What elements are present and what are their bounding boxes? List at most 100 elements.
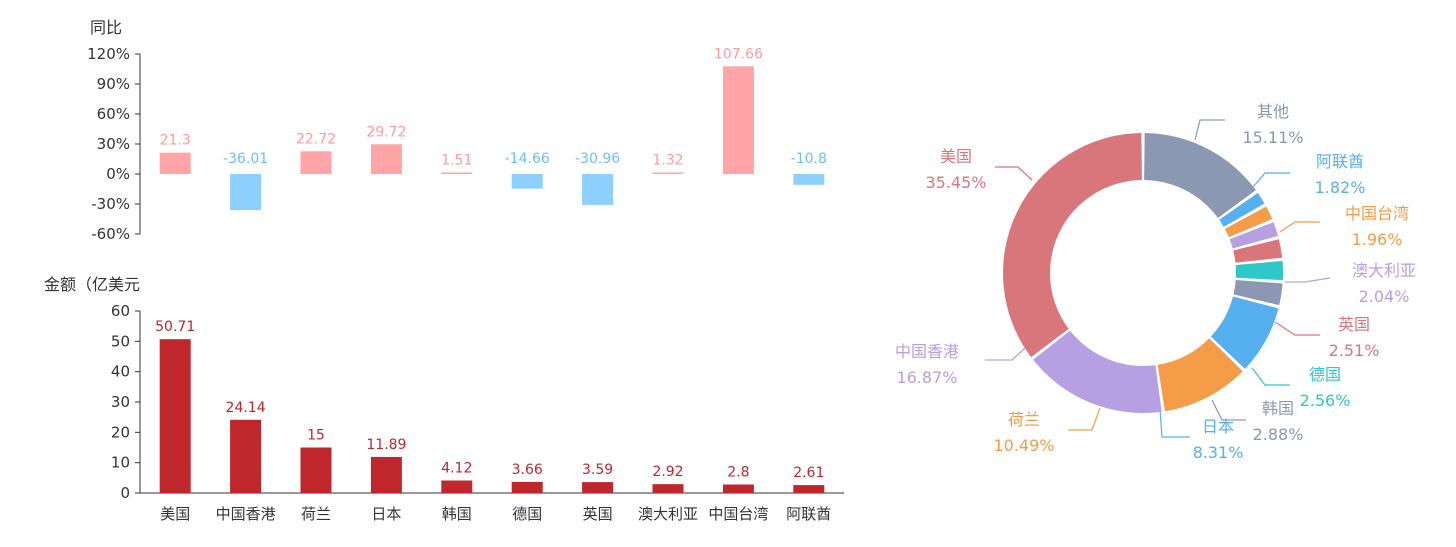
- amount-data-label: 24.14: [226, 400, 266, 416]
- amount-x-tick-label: 日本: [371, 505, 401, 523]
- amount-bar: [370, 456, 402, 493]
- amount-x-tick-label: 澳大利亚: [638, 505, 698, 523]
- donut-slice-name: 中国台湾: [1345, 204, 1409, 223]
- yoy-data-label: -14.66: [505, 151, 550, 167]
- yoy-data-label: 107.66: [714, 46, 763, 62]
- amount-x-tick-label: 美国: [160, 505, 190, 523]
- donut-slice-percent: 2.56%: [1300, 391, 1351, 410]
- donut-slice: [1210, 296, 1279, 369]
- donut-leader-line: [1274, 321, 1320, 336]
- donut-slice-percent: 16.87%: [896, 368, 957, 387]
- amount-bar: [230, 419, 262, 493]
- amount-bar: [441, 480, 473, 493]
- yoy-bar-chart: 120% 90% 60% 30% 0% -30% -60% 21.3 -36.01 22.72 29…: [87, 45, 827, 243]
- donut-slice: [1144, 133, 1256, 218]
- yoy-bar: [582, 174, 614, 205]
- donut-slice-name: 美国: [940, 147, 972, 166]
- donut-leader-line: [1251, 367, 1290, 386]
- donut-slice-percent: 1.82%: [1315, 178, 1366, 197]
- amount-bar: [511, 481, 543, 493]
- yoy-bar: [793, 174, 825, 185]
- yoy-data-label: -30.96: [575, 151, 620, 167]
- donut-leader-line: [1068, 407, 1101, 431]
- donut-slice: [1224, 206, 1273, 238]
- donut-slice-percent: 15.11%: [1242, 128, 1303, 147]
- yoy-y-tick-label: 120%: [87, 45, 130, 63]
- yoy-y-tick-label: 0%: [106, 165, 130, 183]
- amount-data-label: 15: [307, 428, 325, 444]
- donut-slice: [1219, 192, 1265, 227]
- amount-x-tick-label: 中国台湾: [708, 505, 768, 523]
- amount-bar-chart: 60 50 40 30 20 10 0 50.71 美国 24.14 中国香港 15 荷兰 11.89 日本…: [111, 302, 844, 523]
- amount-data-label: 11.89: [366, 437, 406, 453]
- donut-leader-line: [1194, 119, 1225, 141]
- amount-x-tick-label: 阿联酋: [786, 505, 831, 523]
- donut-leader-line: [1211, 399, 1246, 421]
- donut-slice-name: 韩国: [1262, 399, 1294, 418]
- yoy-bar: [300, 151, 332, 174]
- amount-bar: [582, 482, 614, 493]
- donut-leader-line: [1279, 221, 1320, 233]
- amount-bar: [300, 447, 332, 493]
- donut-chart: 其他 15.11% 阿联酋 1.82% 中国台湾 1.96% 澳大利亚 2.04% 英国 2.51…: [895, 102, 1416, 462]
- donut-slice-percent: 2.51%: [1329, 341, 1380, 360]
- donut-slice: [1033, 330, 1162, 414]
- donut-slice: [1235, 260, 1283, 281]
- amount-y-tick-label: 50: [111, 332, 130, 350]
- donut-slice-name: 阿联酋: [1316, 152, 1364, 171]
- amount-y-tick-label: 60: [111, 302, 130, 320]
- donut-slice-name: 英国: [1338, 315, 1370, 334]
- donut-slice: [1157, 338, 1243, 412]
- yoy-bar: [159, 152, 191, 174]
- yoy-bar: [652, 172, 684, 174]
- yoy-data-label: -36.01: [223, 151, 268, 167]
- donut-slice-name: 德国: [1309, 365, 1341, 384]
- donut-leader-line: [985, 347, 1026, 361]
- amount-x-tick-label: 德国: [512, 505, 542, 523]
- donut-slice-percent: 35.45%: [925, 173, 986, 192]
- donut-slice-percent: 2.88%: [1253, 425, 1304, 444]
- amount-y-tick-label: 20: [111, 423, 130, 441]
- amount-axis-title: 金额（亿美元: [44, 275, 140, 294]
- yoy-y-tick-label: -30%: [91, 195, 130, 213]
- yoy-data-label: 22.72: [296, 131, 336, 147]
- donut-slice: [1233, 279, 1283, 306]
- donut-slice: [1229, 222, 1279, 249]
- amount-x-tick-label: 英国: [583, 505, 613, 523]
- yoy-bar: [722, 66, 754, 174]
- amount-bar: [722, 484, 754, 493]
- donut-slice: [1233, 239, 1283, 263]
- donut-leader-line: [995, 166, 1033, 181]
- donut-slice-name: 中国香港: [895, 342, 959, 361]
- donut-slice-name: 荷兰: [1008, 410, 1040, 429]
- amount-data-label: 50.71: [155, 319, 195, 335]
- amount-bar: [159, 339, 191, 493]
- yoy-bar: [511, 174, 543, 189]
- yoy-data-label: -10.8: [791, 151, 827, 167]
- donut-leader-line: [1252, 172, 1290, 188]
- amount-data-label: 2.92: [652, 464, 683, 480]
- donut-slice-percent: 2.04%: [1359, 287, 1410, 306]
- donut-slice-name: 其他: [1257, 102, 1289, 121]
- donut-slice-name: 日本: [1202, 417, 1234, 436]
- amount-y-tick-label: 0: [120, 484, 130, 502]
- donut-slice-percent: 1.96%: [1352, 230, 1403, 249]
- amount-bar: [652, 484, 684, 493]
- donut-slice-percent: 10.49%: [993, 436, 1054, 455]
- yoy-bar: [441, 172, 473, 174]
- yoy-data-label: 29.72: [366, 124, 406, 140]
- donut-slice: [1003, 133, 1142, 358]
- yoy-bar: [230, 174, 262, 211]
- amount-data-label: 4.12: [441, 461, 472, 477]
- yoy-data-label: 1.51: [441, 152, 472, 168]
- yoy-y-tick-label: 30%: [97, 135, 130, 153]
- amount-x-tick-label: 荷兰: [301, 505, 331, 523]
- amount-bar: [793, 485, 825, 493]
- amount-data-label: 3.66: [512, 462, 543, 478]
- donut-leader-line: [1159, 409, 1190, 438]
- amount-data-label: 2.8: [727, 465, 749, 481]
- donut-slice-name: 澳大利亚: [1352, 261, 1416, 280]
- amount-y-tick-label: 30: [111, 393, 130, 411]
